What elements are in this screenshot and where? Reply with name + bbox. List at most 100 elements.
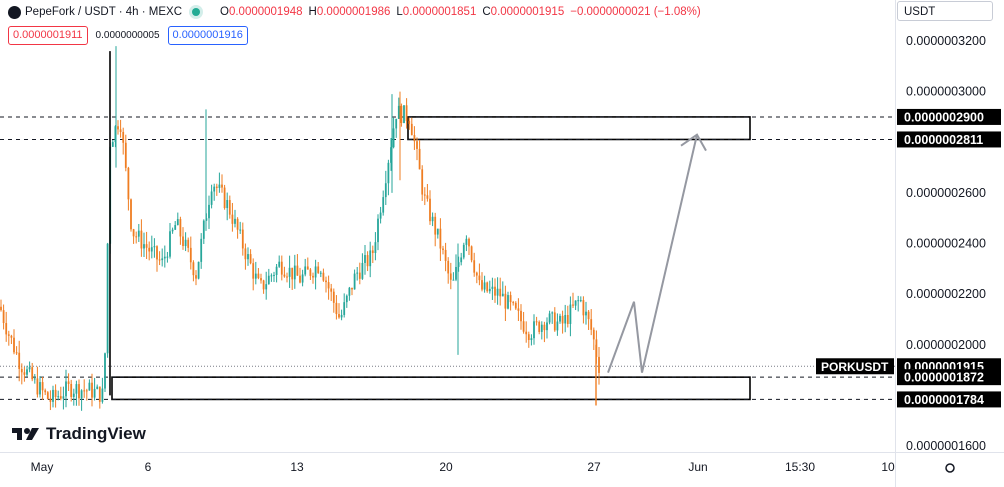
candle-body [226,200,229,209]
candle-body [78,384,80,399]
candle-body [587,311,590,320]
candle-body [592,329,595,340]
candle-body [533,321,535,339]
candle-body [564,314,567,324]
sell-button[interactable]: 0.0000001911 [8,26,88,45]
candle-body [481,280,483,290]
candle-body [275,266,278,275]
candle-body [436,228,439,235]
candle-body [395,118,398,129]
price-tick-label: 0.0000003000 [906,85,986,99]
candle-body [364,255,366,263]
candle-body [283,274,286,277]
candle-body [93,388,96,398]
candle-body [301,274,304,283]
candle-body [322,272,325,281]
candle-body [569,304,572,324]
candle-body [49,398,52,402]
candle-body [556,321,559,331]
candle-body [67,381,70,384]
candle-body [148,247,151,252]
candle-body [327,282,330,289]
candle-body [7,334,10,336]
candle-body [288,267,291,277]
candle-body [304,266,307,275]
settings-gear-icon[interactable] [945,463,955,473]
candle-body [83,390,86,392]
price-label-text: 0.0000001872 [904,371,984,385]
candle-body [98,386,101,402]
candle-body [197,261,200,279]
price-label-badge [897,391,1001,408]
candle-body [156,246,158,260]
buy-button[interactable]: 0.0000001916 [167,26,248,45]
candle-body [241,229,244,249]
high-value: 0.0000001986 [316,6,391,18]
symbol-title[interactable]: PepeFork / USDT · 4h · MEXC [25,6,182,18]
candle-body [286,276,288,278]
candle-body [543,324,546,331]
candle-body [31,367,34,380]
candle-body [106,243,109,354]
candle-body [114,126,117,143]
candle-body [413,135,416,142]
support-zone[interactable] [111,376,751,401]
candle-body [135,236,138,238]
candle-body [72,393,75,397]
candle-body [579,300,582,302]
candle-body [426,195,429,199]
candle-body [244,248,247,260]
candle-body [111,142,114,147]
candle-body [70,383,73,397]
candle-body [330,288,333,292]
time-tick-label: 13 [290,460,304,474]
candle-body [572,304,574,306]
candle-body [319,272,322,274]
candle-body [465,238,468,245]
candle-body [366,255,369,267]
candle-body [483,282,486,290]
currency-selector[interactable]: USDT [897,1,993,21]
candle-body [0,306,2,311]
candle-body [494,286,496,296]
candle-body [475,272,478,276]
candle-body [140,230,143,249]
candle-body [462,244,465,258]
candle-body [488,288,491,292]
candle-body [200,238,203,262]
candle-body [122,131,125,143]
candle-body [447,260,450,274]
candle-body [387,162,390,184]
candle-body [559,315,561,322]
price-label-text: 0.0000002811 [904,133,983,147]
candle-body [405,105,408,121]
candle-body [278,261,281,267]
candle-body [520,310,522,322]
price-tick-label: 0.0000002000 [906,338,986,352]
candle-body [499,288,502,297]
candle-body [574,300,577,306]
candle-body [65,381,67,397]
candle-body [408,120,411,124]
candle-body [104,353,106,389]
candle-body [26,369,28,375]
candle-body [540,324,543,332]
tradingview-logo[interactable]: TradingView [12,424,146,444]
candle-body [371,250,374,254]
candle-body [548,313,551,323]
candle-body [59,396,62,399]
price-tick-label: 0.0000001600 [906,439,986,453]
candle-body [439,228,442,249]
candle-body [234,218,236,224]
plot-area[interactable] [0,0,895,452]
price-label-text: 0.0000002900 [904,110,984,124]
candle-body [397,105,400,119]
low-value: 0.0000001851 [402,6,477,18]
projection-path[interactable] [607,134,698,373]
high-key: H [308,6,317,18]
open-value: 0.0000001948 [228,6,303,18]
price-label-badge [897,131,1001,148]
candle-body [143,244,145,249]
candle-body [236,218,239,230]
